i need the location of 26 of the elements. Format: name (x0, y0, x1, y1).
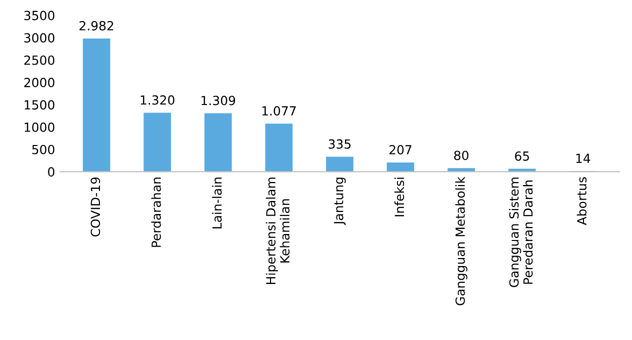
data-label: 65 (515, 151, 529, 161)
x-tick-label: Infeksi (394, 178, 404, 216)
x-tick-label: Hipertensi Dalam Kehamilan (266, 178, 290, 284)
data-label: 1.309 (202, 96, 236, 106)
y-tick-label: 3000 (24, 33, 54, 43)
x-tick-label: Jantung (334, 178, 346, 226)
y-tick-label: 1000 (24, 122, 54, 132)
x-tick-label: COVID-19 (90, 177, 100, 236)
data-label: 1.320 (140, 95, 174, 105)
data-label: 1.077 (262, 106, 296, 116)
y-tick-label: 1500 (24, 100, 54, 110)
data-label: 2.982 (80, 21, 114, 30)
y-tick-label: 2000 (24, 78, 54, 88)
x-tick-label: Perdarahan (151, 178, 161, 247)
x-tick-label: Gangguan Metabolik (455, 176, 468, 306)
y-tick-label: 2500 (24, 55, 54, 65)
x-tick-label: Gangguan Sistem Peredaran Darah (509, 178, 533, 288)
y-tick-label: 3500 (24, 10, 54, 20)
y-tick-label: 0 (48, 167, 54, 177)
x-tick-label: Lain-lain (212, 178, 222, 228)
data-label: 14 (576, 154, 590, 163)
data-label: 335 (328, 139, 351, 149)
data-label: 207 (389, 145, 412, 154)
y-tick-label: 500 (32, 144, 54, 154)
x-tick-label: Abortus (576, 177, 587, 226)
data-label: 80 (454, 150, 468, 160)
